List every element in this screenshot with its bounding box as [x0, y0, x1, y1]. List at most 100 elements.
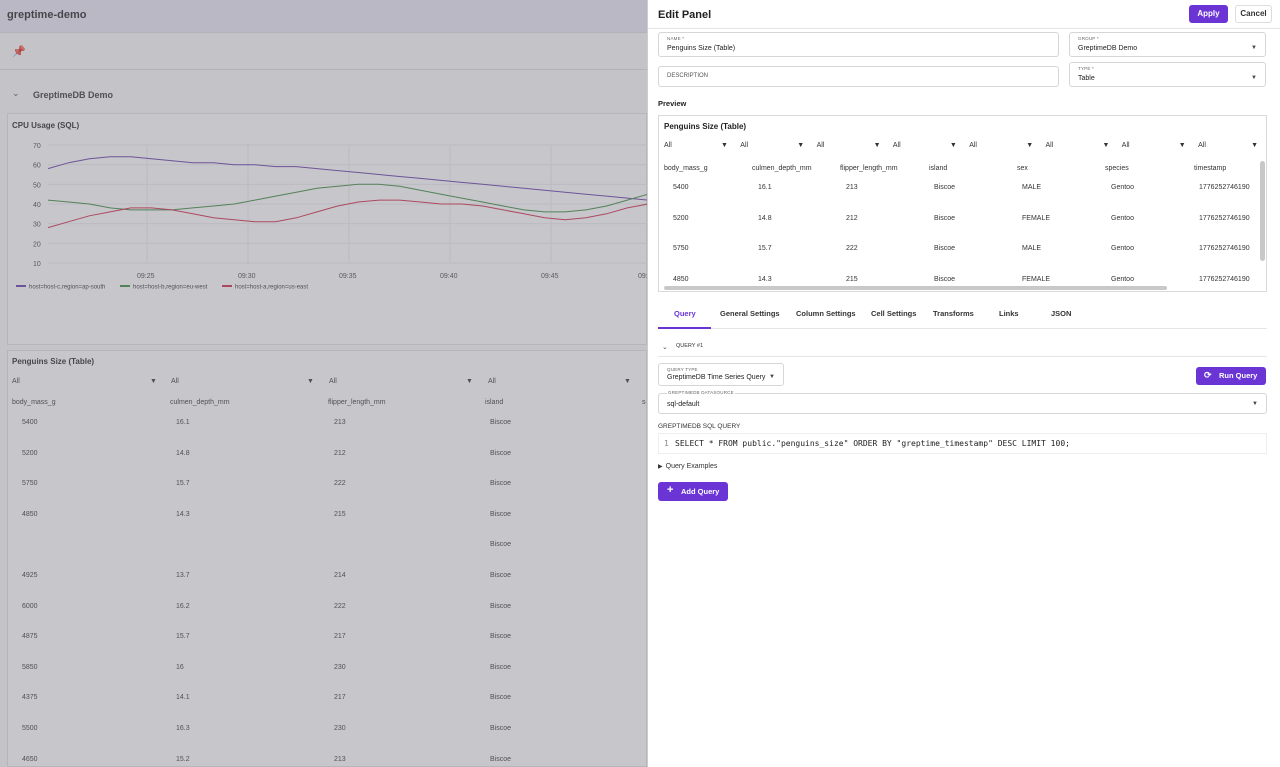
column-header[interactable]: se — [642, 399, 646, 406]
tab-transforms[interactable]: Transforms — [933, 309, 974, 318]
table-cell: 5200 — [22, 449, 38, 457]
column-filter[interactable]: All ▼ — [740, 142, 810, 160]
column-header[interactable]: body_mass_g — [12, 399, 56, 406]
x-tick-label: 09:30 — [238, 273, 256, 280]
type-select[interactable]: TYPE * Table ▼ — [1069, 62, 1266, 87]
column-header[interactable]: body_mass_g — [664, 165, 708, 172]
table-cell: 5400 — [673, 184, 689, 191]
table-row: 5200 14.8 212 Biscoe FEMALE Gentoo 17762527461… — [659, 215, 1259, 245]
horizontal-scrollbar[interactable] — [664, 286, 1167, 290]
sql-code[interactable]: SELECT * FROM public."penguins_size" ORD… — [675, 439, 1070, 448]
column-filter[interactable]: All ▼ — [12, 378, 157, 385]
dropdown-arrow-icon: ▼ — [1251, 75, 1257, 81]
column-header[interactable]: flipper_length_mm — [840, 165, 898, 172]
filter-value: All — [1121, 142, 1130, 149]
edit-panel-drawer: Edit Panel Apply Cancel NAME * Penguins … — [647, 0, 1280, 767]
type-label: TYPE * — [1078, 66, 1094, 71]
cancel-button[interactable]: Cancel — [1235, 5, 1272, 23]
column-filter[interactable]: All ▼ — [893, 142, 963, 160]
tab-links[interactable]: Links — [999, 309, 1019, 318]
table-cell: 1776252746190 — [1199, 245, 1250, 252]
dropdown-arrow-icon: ▼ — [466, 378, 473, 385]
query-type-select[interactable]: QUERY TYPE GreptimeDB Time Series Query … — [658, 363, 784, 386]
x-tick-label: 09:35 — [339, 273, 357, 280]
table-cell: 4850 — [673, 275, 689, 283]
column-filter[interactable]: All ▼ — [1198, 142, 1266, 160]
cpu-usage-panel: CPU Usage (SQL) 70 60 50 40 30 20 10 09:25 09:30… — [7, 113, 647, 345]
column-filter[interactable]: All ▼ — [488, 378, 631, 385]
column-header[interactable]: culmen_depth_mm — [752, 165, 812, 172]
column-header[interactable]: flipper_length_mm — [328, 399, 386, 406]
table-cell: 14.8 — [176, 449, 190, 457]
description-placeholder: DESCRIPTION — [667, 73, 709, 79]
run-query-button[interactable]: ⟳ Run Query — [1196, 367, 1266, 385]
dropdown-arrow-icon: ▼ — [307, 378, 314, 385]
apply-button[interactable]: Apply — [1189, 5, 1228, 23]
table-cell: Biscoe — [490, 725, 512, 732]
column-filter[interactable]: All ▼ — [664, 142, 734, 160]
column-header[interactable]: species — [1105, 165, 1129, 172]
name-field[interactable]: NAME * Penguins Size (Table) — [658, 32, 1059, 57]
tab-query[interactable]: Query — [674, 309, 696, 318]
dropdown-arrow-icon: ▼ — [1251, 45, 1257, 51]
table-cell: 212 — [846, 214, 858, 222]
description-field[interactable]: DESCRIPTION — [658, 66, 1059, 87]
sql-query-label: GREPTIMEDB SQL QUERY — [658, 423, 741, 430]
group-value: GreptimeDB Demo — [1078, 45, 1138, 52]
column-filter[interactable]: All ▼ — [1046, 142, 1116, 160]
dropdown-arrow-icon: ▼ — [949, 142, 957, 149]
table-cell: 14.8 — [758, 214, 772, 222]
column-header[interactable]: island — [929, 165, 948, 172]
table-cell: 213 — [334, 419, 346, 426]
tab-json[interactable]: JSON — [1051, 309, 1072, 318]
tab-cell-settings[interactable]: Cell Settings — [871, 309, 917, 318]
table-cell: 213 — [846, 184, 858, 191]
pin-icon[interactable]: 📌 — [12, 46, 26, 58]
table-cell: MALE — [1022, 184, 1042, 191]
line-number: 1 — [664, 439, 669, 448]
name-value: Penguins Size (Table) — [667, 45, 736, 52]
add-query-button[interactable]: + Add Query — [658, 482, 728, 501]
vertical-scrollbar[interactable] — [1260, 161, 1265, 261]
column-filter[interactable]: All ▼ — [969, 142, 1039, 160]
table-row: 5850 16 230 Biscoe — [8, 663, 646, 694]
table-cell: 214 — [334, 572, 346, 579]
datasource-select[interactable]: GREPTIMEDB DATASOURCE sql-default ▼ — [658, 390, 1267, 414]
query-section-header[interactable]: ⌄ QUERY #1 — [658, 340, 1267, 357]
column-filter[interactable]: All ▼ — [817, 142, 887, 160]
query-examples-toggle[interactable]: ▶ Query Examples — [658, 463, 717, 470]
table-row: 5400 16.1 213 Biscoe — [8, 419, 646, 449]
group-select[interactable]: GROUP * GreptimeDB Demo ▼ — [1069, 32, 1266, 57]
tab-column-settings[interactable]: Column Settings — [796, 309, 856, 318]
column-header[interactable]: island — [485, 399, 504, 406]
edit-panel-title: Edit Panel — [658, 9, 712, 21]
table-cell: 5200 — [673, 214, 689, 222]
table-cell: 215 — [334, 510, 346, 518]
sql-editor[interactable]: 1 SELECT * FROM public."penguins_size" O… — [658, 433, 1267, 454]
table-row: 5500 16.3 230 Biscoe — [8, 725, 646, 755]
dropdown-arrow-icon: ▼ — [1252, 401, 1258, 407]
column-filter[interactable]: All ▼ — [1122, 142, 1192, 160]
table-cell: 15.7 — [176, 633, 190, 641]
series-line — [47, 156, 647, 201]
column-header[interactable]: timestamp — [1194, 165, 1227, 172]
group-title: GreptimeDB Demo — [33, 90, 114, 100]
table-cell: Biscoe — [490, 663, 512, 671]
table-cell: 5750 — [673, 245, 689, 252]
table-cell: 15.7 — [176, 480, 190, 488]
column-filter[interactable]: All ▼ — [329, 378, 473, 385]
modal-overlay[interactable] — [0, 0, 647, 767]
preview-label: Preview — [658, 99, 687, 108]
filter-value: All — [740, 142, 749, 149]
y-tick-label: 10 — [33, 261, 41, 268]
table-cell: 16.3 — [176, 725, 190, 732]
chevron-down-icon[interactable]: ⌄ — [12, 88, 20, 98]
column-header[interactable]: culmen_depth_mm — [170, 399, 230, 406]
group-header[interactable]: ⌄ GreptimeDB Demo — [0, 82, 647, 108]
name-label: NAME * — [667, 36, 685, 41]
column-filter[interactable]: All ▼ — [171, 378, 314, 385]
column-header[interactable]: sex — [1017, 165, 1028, 172]
chevron-down-icon[interactable]: ⌄ — [662, 344, 668, 351]
table-cell: 4650 — [22, 755, 38, 763]
tab-general-settings[interactable]: General Settings — [720, 309, 780, 318]
